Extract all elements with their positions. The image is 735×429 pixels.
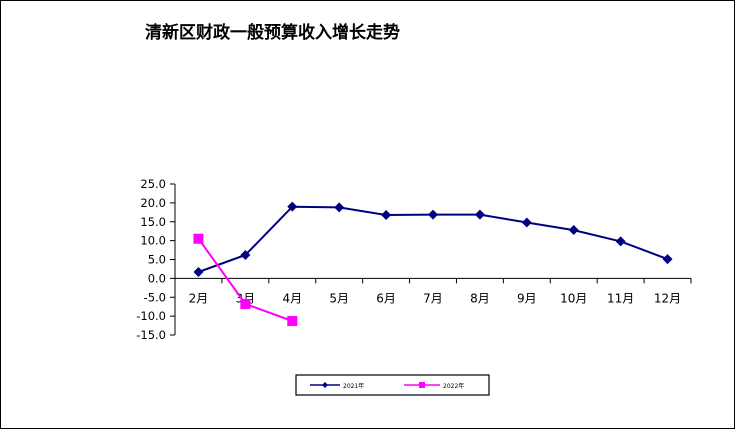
series-1-point	[193, 233, 204, 244]
legend-label-1: 2022年	[443, 382, 464, 390]
series-0-point	[521, 217, 532, 228]
x-tick-label: 9月	[517, 291, 537, 305]
chart-title: 清新区财政一般预算收入增长走势	[145, 23, 400, 43]
y-tick-label: 10.0	[140, 234, 166, 248]
series-0-point	[381, 209, 392, 220]
x-tick-labels: 2月 3月 4月 5月 6月 7月 8月 9月 10月 11月 12月	[189, 291, 682, 305]
y-tick-label: 25.0	[140, 177, 166, 191]
x-tick-label: 11月	[607, 291, 634, 305]
y-tick-label: -5.0	[144, 290, 166, 304]
legend-label-0: 2021年	[343, 382, 364, 390]
x-tick-label: 5月	[329, 291, 349, 305]
axes	[170, 183, 692, 336]
legend: 2021年 2022年	[295, 374, 490, 396]
y-tick-label: 15.0	[140, 215, 166, 229]
x-tick-label: 2月	[189, 291, 209, 305]
x-tick-label: 7月	[423, 291, 443, 305]
x-tick-label: 10月	[560, 291, 587, 305]
series-0-point	[615, 236, 626, 247]
y-tick-label: 20.0	[140, 196, 166, 210]
x-tick-label: 8月	[470, 291, 490, 305]
series-1-point	[240, 299, 251, 310]
series-0-point	[334, 202, 345, 213]
legend-marker-0	[322, 382, 328, 388]
x-tick-label: 12月	[654, 291, 681, 305]
series-0-point	[287, 201, 298, 212]
series-1-point	[287, 316, 298, 327]
x-tick-label: 6月	[376, 291, 396, 305]
y-tick-label: 0.0	[148, 271, 166, 285]
series-0-point	[662, 254, 673, 265]
series-layer	[193, 201, 673, 327]
series-0-point	[240, 249, 251, 260]
x-tick-label: 4月	[282, 291, 302, 305]
y-tick-label: 5.0	[148, 253, 166, 267]
y-tick-label: -10.0	[136, 309, 166, 323]
y-tick-label: -15.0	[136, 328, 166, 342]
series-0-point	[193, 266, 204, 277]
series-0-point	[568, 225, 579, 236]
legend-box	[295, 374, 490, 396]
series-0-point	[428, 209, 438, 220]
legend-marker-1	[419, 382, 425, 388]
series-0-point	[474, 209, 485, 220]
y-tick-labels: 25.0 20.0 15.0 10.0 5.0 0.0 -5.0 -10.0 -15.0	[136, 177, 166, 342]
